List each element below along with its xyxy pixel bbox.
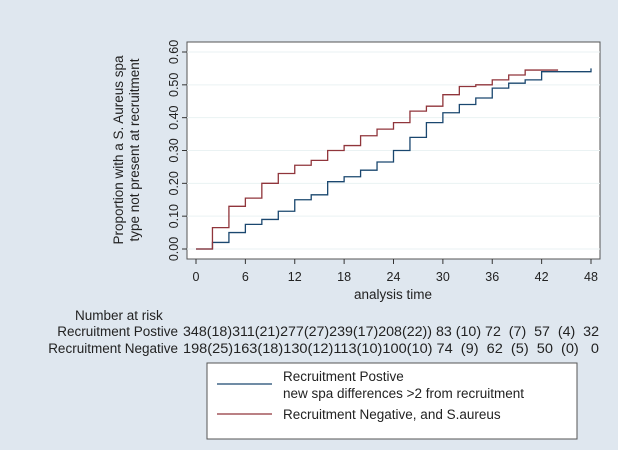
x-tick-label-0: 0	[193, 270, 200, 284]
x-tick-label-12: 12	[288, 270, 302, 284]
x-tick-label-36: 36	[485, 270, 499, 284]
series-line-negative	[196, 69, 559, 250]
risk-row-positive-label: Recruitment Postive	[57, 324, 178, 339]
legend-positive-line1: Recruitment Postive	[283, 369, 404, 384]
risk-table-title: Number at risk	[75, 308, 163, 323]
legend-negative-line1: Recruitment Negative, and S.aureus	[283, 407, 501, 422]
risk-row-negative-values: 198(25)163(18)130(12)113(10)100(10) 74 (…	[183, 341, 599, 356]
y-tick-label-2: 0.20	[167, 171, 181, 195]
x-axis-label: analysis time	[354, 287, 432, 302]
legend-positive-line2: new spa differences >2 from recruitment	[283, 386, 524, 401]
x-axis: 0 6 12 18 24 30 36 42 48	[193, 259, 598, 284]
gridlines	[187, 51, 600, 250]
x-tick-label-24: 24	[387, 270, 401, 284]
risk-row-negative-label: Recruitment Negative	[48, 341, 178, 356]
x-tick-label-42: 42	[535, 270, 549, 284]
y-tick-label-0: 0.00	[167, 237, 181, 261]
y-tick-label-1: 0.10	[167, 204, 181, 228]
risk-table: Number at risk Recruitment Postive 348(1…	[48, 308, 599, 356]
y-axis-label-line-2: type not present at recruitment	[127, 58, 142, 241]
y-axis: 0.00 0.10 0.20 0.30 0.40 0.50 0.60	[167, 40, 187, 261]
x-tick-label-48: 48	[584, 270, 598, 284]
y-tick-label-6: 0.60	[167, 40, 181, 64]
legend: Recruitment Postive new spa differences …	[206, 362, 578, 440]
y-axis-label: Proportion with a S. Aureus spa type not…	[111, 55, 142, 245]
y-tick-label-4: 0.40	[167, 105, 181, 129]
y-tick-label-3: 0.30	[167, 138, 181, 162]
y-axis-label-line-1: Proportion with a S. Aureus spa	[111, 55, 126, 245]
risk-row-positive-values: 348(18)311(21)277(27)239(17)208(22)) 83 …	[183, 324, 599, 339]
x-tick-label-6: 6	[242, 270, 249, 284]
series-group	[196, 68, 592, 250]
series-line-positive	[196, 68, 592, 250]
x-tick-label-18: 18	[337, 270, 351, 284]
legend-box	[206, 362, 578, 440]
x-tick-label-30: 30	[436, 270, 450, 284]
y-tick-label-5: 0.50	[167, 73, 181, 97]
